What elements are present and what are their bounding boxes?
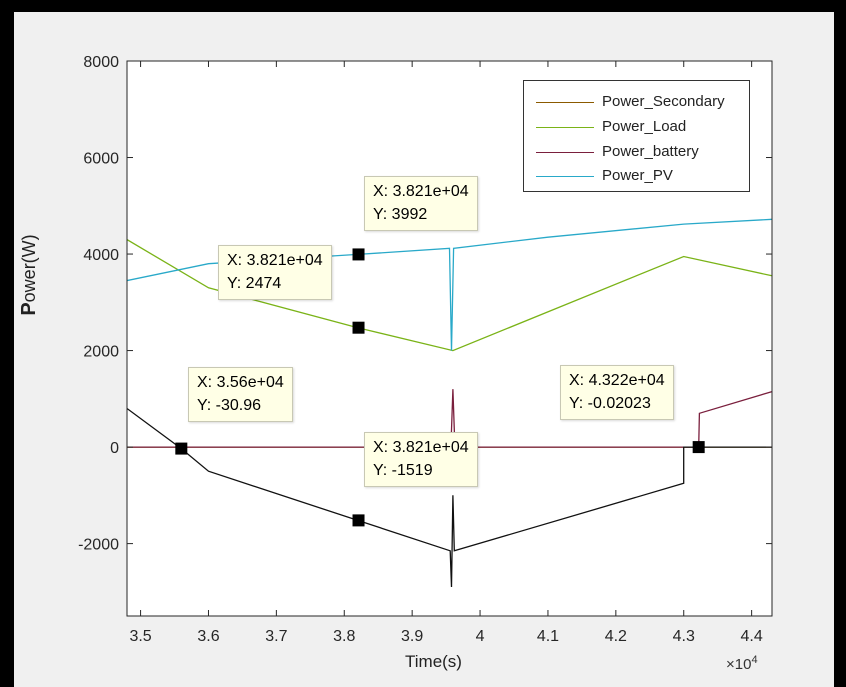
datatip-marker xyxy=(175,442,188,455)
legend-item-power-battery: Power_battery xyxy=(524,141,749,163)
exponent-power: 4 xyxy=(751,654,758,666)
x-tick-label: 4.2 xyxy=(605,628,627,645)
legend-item-power-secondary: Power_Secondary xyxy=(524,91,749,113)
y-tick-label: 8000 xyxy=(83,54,119,71)
datatip-pv[interactable]: X: 3.821e+04 Y: 3992 xyxy=(364,176,478,231)
y-tick-label: 0 xyxy=(110,440,119,457)
datatip-y: Y: 3992 xyxy=(373,206,428,223)
y-tick-label: 6000 xyxy=(83,151,119,168)
datatip-y: Y: -30.96 xyxy=(197,397,262,414)
datatip-switch[interactable]: X: 4.322e+04 Y: -0.02023 xyxy=(560,365,674,420)
legend-swatch xyxy=(536,152,594,153)
datatip-marker xyxy=(352,514,365,527)
datatip-crossing[interactable]: X: 3.56e+04 Y: -30.96 xyxy=(188,367,293,422)
datatip-marker xyxy=(692,441,705,454)
exponent-base: ×10 xyxy=(726,656,752,673)
datatip-marker xyxy=(352,321,365,334)
legend-swatch xyxy=(536,127,594,128)
datatip-x: X: 3.821e+04 xyxy=(227,252,323,269)
x-axis-exponent: ×104 xyxy=(726,654,758,673)
legend[interactable]: Power_Secondary Power_Load Power_battery… xyxy=(523,80,750,192)
series-line-series-4 xyxy=(126,407,772,588)
datatip-low[interactable]: X: 3.821e+04 Y: -1519 xyxy=(364,432,478,487)
series-line-power-battery xyxy=(127,389,773,448)
datatip-x: X: 3.821e+04 xyxy=(373,439,469,456)
y-tick-label: 4000 xyxy=(83,247,119,264)
x-tick-label: 4.4 xyxy=(741,628,763,645)
datatip-load[interactable]: X: 3.821e+04 Y: 2474 xyxy=(218,245,332,300)
legend-item-power-pv: Power_PV xyxy=(524,165,749,187)
axes-box xyxy=(126,60,773,617)
y-tick-label: 2000 xyxy=(83,344,119,361)
datatip-marker xyxy=(352,248,365,261)
x-tick-label: 3.8 xyxy=(333,628,355,645)
y-axis-label-first: P xyxy=(18,302,40,316)
datatip-x: X: 3.56e+04 xyxy=(197,374,284,391)
x-axis-label: Time(s) xyxy=(405,652,462,671)
series-line-power-load xyxy=(126,239,773,352)
datatip-y: Y: -1519 xyxy=(373,462,433,479)
legend-swatch xyxy=(536,176,594,177)
datatip-x: X: 3.821e+04 xyxy=(373,183,469,200)
x-tick-label: 3.6 xyxy=(197,628,219,645)
datatip-x: X: 4.322e+04 xyxy=(569,372,665,389)
x-tick-label: 3.7 xyxy=(265,628,287,645)
x-tick-label: 3.9 xyxy=(401,628,423,645)
datatip-y: Y: -0.02023 xyxy=(569,395,651,412)
y-axis-label: Power(W) xyxy=(18,215,41,335)
legend-label: Power_battery xyxy=(602,143,699,160)
y-tick-label: -2000 xyxy=(78,537,119,554)
x-tick-label: 4.3 xyxy=(673,628,695,645)
legend-swatch xyxy=(536,102,594,103)
legend-item-power-load: Power_Load xyxy=(524,116,749,138)
y-axis-label-rest: ower(W) xyxy=(19,234,39,303)
x-tick-label: 4 xyxy=(476,628,485,645)
legend-label: Power_Secondary xyxy=(602,93,725,110)
x-tick-label: 4.1 xyxy=(537,628,559,645)
legend-label: Power_PV xyxy=(602,167,673,184)
x-tick-label: 3.5 xyxy=(129,628,151,645)
datatip-y: Y: 2474 xyxy=(227,275,282,292)
legend-label: Power_Load xyxy=(602,118,687,135)
